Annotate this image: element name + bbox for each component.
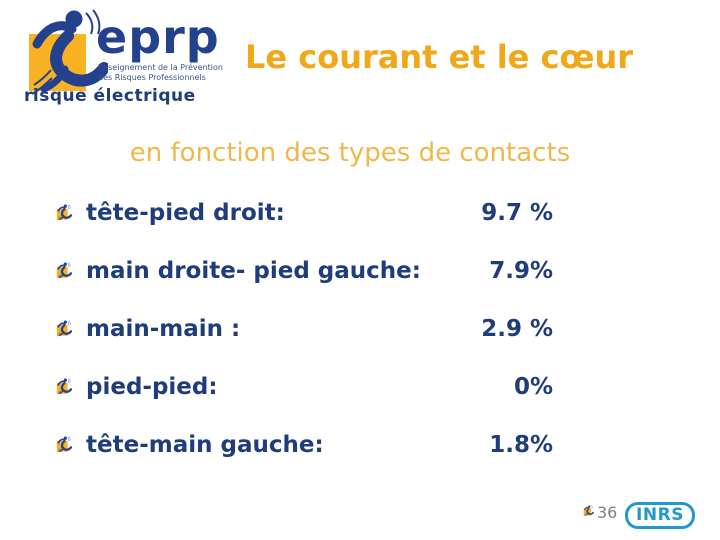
- slide-title: Le courant et le cœur: [245, 38, 634, 76]
- contact-type-list: tête-pied droit: 9.7 % main droite- pied…: [56, 184, 553, 474]
- page-number: 36: [597, 503, 618, 522]
- eprp-bullet-icon: [583, 505, 594, 517]
- eprp-tagline-line2: des Risques Professionnels: [98, 73, 206, 82]
- list-item-value: 2.9 %: [481, 316, 553, 342]
- risque-electrique-label: risque électrique: [24, 86, 196, 106]
- list-item-label: main droite- pied gauche:: [86, 258, 421, 284]
- list-item: main droite- pied gauche: 7.9%: [56, 242, 553, 300]
- list-item-label: tête-pied droit:: [86, 200, 285, 226]
- list-item: main-main : 2.9 %: [56, 300, 553, 358]
- eprp-bullet-icon: [56, 436, 72, 454]
- inrs-logo: INRS: [625, 502, 695, 529]
- list-item-value: 7.9%: [489, 258, 553, 284]
- list-item: pied-pied: 0%: [56, 358, 553, 416]
- list-item-label: pied-pied:: [86, 374, 218, 400]
- eprp-bullet-icon: [56, 378, 72, 396]
- list-item-value: 1.8%: [489, 432, 553, 458]
- eprp-bullet-icon: [56, 262, 72, 280]
- list-item: tête-main gauche: 1.8%: [56, 416, 553, 474]
- list-item: tête-pied droit: 9.7 %: [56, 184, 553, 242]
- eprp-tagline: Enseignement de la Prévention des Risque…: [98, 63, 223, 83]
- list-item-label: main-main :: [86, 316, 241, 342]
- eprp-brand-text: eprp: [96, 10, 220, 64]
- inrs-logo-text: INRS: [636, 505, 684, 525]
- list-item-value: 0%: [513, 374, 553, 400]
- list-item-value: 9.7 %: [481, 200, 553, 226]
- slide-subtitle: en fonction des types de contacts: [129, 138, 571, 168]
- eprp-bullet-icon: [56, 204, 72, 222]
- eprp-bullet-icon: [56, 320, 72, 338]
- list-item-label: tête-main gauche:: [86, 432, 324, 458]
- eprp-tagline-line1: Enseignement de la Prévention: [98, 63, 223, 72]
